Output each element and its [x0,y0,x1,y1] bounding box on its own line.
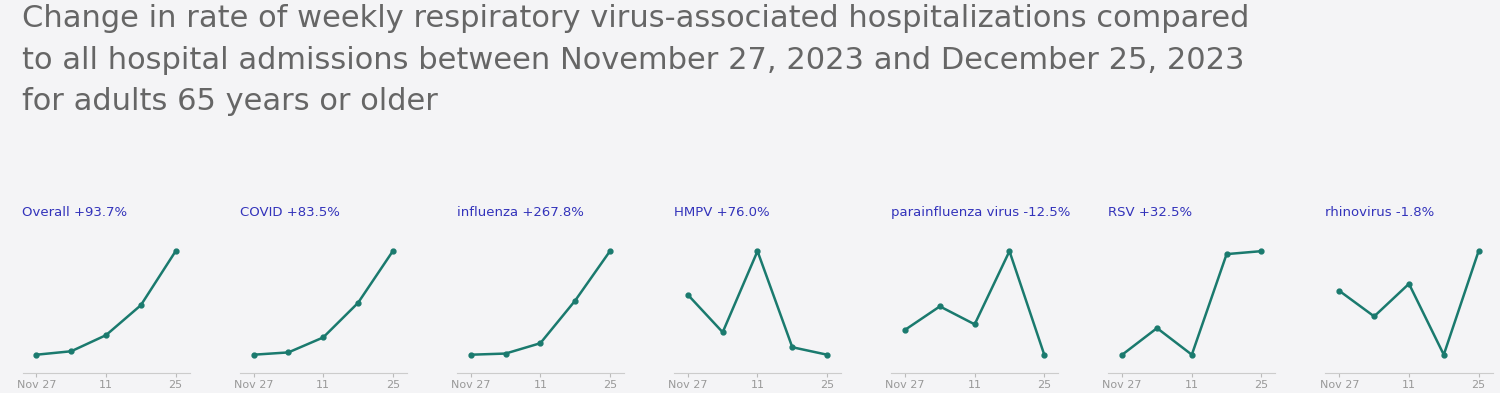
Text: parainfluenza virus -12.5%: parainfluenza virus -12.5% [891,206,1071,219]
Text: influenza +267.8%: influenza +267.8% [458,206,584,219]
Text: RSV +32.5%: RSV +32.5% [1108,206,1192,219]
Text: rhinovirus -1.8%: rhinovirus -1.8% [1326,206,1434,219]
Text: COVID +83.5%: COVID +83.5% [240,206,339,219]
Text: Overall +93.7%: Overall +93.7% [22,206,128,219]
Text: HMPV +76.0%: HMPV +76.0% [674,206,770,219]
Text: Change in rate of weekly respiratory virus-associated hospitalizations compared
: Change in rate of weekly respiratory vir… [22,4,1250,116]
